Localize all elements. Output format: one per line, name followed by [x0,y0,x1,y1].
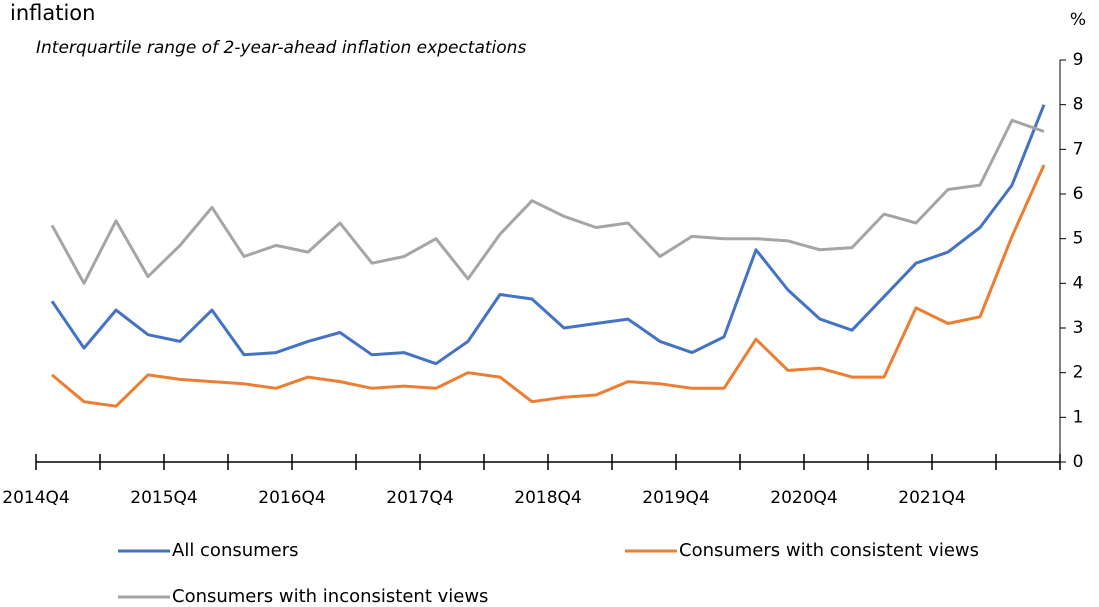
legend-label: Consumers with consistent views [679,540,979,561]
x-tick-label: 2015Q4 [130,488,197,508]
x-tick-label: 2018Q4 [514,488,581,508]
x-tick-label: 2017Q4 [386,488,453,508]
x-tick-label: 2021Q4 [898,488,965,508]
y-tick-label: 2 [1073,363,1084,383]
legend-label: Consumers with inconsistent views [172,586,488,607]
y-unit: % [1070,10,1086,30]
legend-label: All consumers [172,540,299,561]
y-tick-label: 8 [1073,95,1084,115]
x-tick-label: 2019Q4 [642,488,709,508]
chart-title: inflation [10,1,95,25]
y-tick-label: 3 [1073,318,1084,338]
series-line [50,104,1046,366]
y-tick-label: 4 [1073,273,1084,293]
x-tick-label: 2020Q4 [770,488,837,508]
series-line [50,118,1045,285]
y-tick-label: 6 [1073,184,1084,204]
y-tick-label: 7 [1073,139,1084,159]
series-line [51,164,1046,408]
y-tick-label: 5 [1073,229,1084,249]
y-tick-label: 0 [1073,452,1084,472]
y-tick-label: 9 [1073,50,1084,70]
x-tick-label: 2014Q4 [2,488,69,508]
x-tick-label: 2016Q4 [258,488,325,508]
chart-subtitle: Interquartile range of 2-year-ahead infl… [36,38,526,58]
y-tick-label: 1 [1073,407,1084,427]
